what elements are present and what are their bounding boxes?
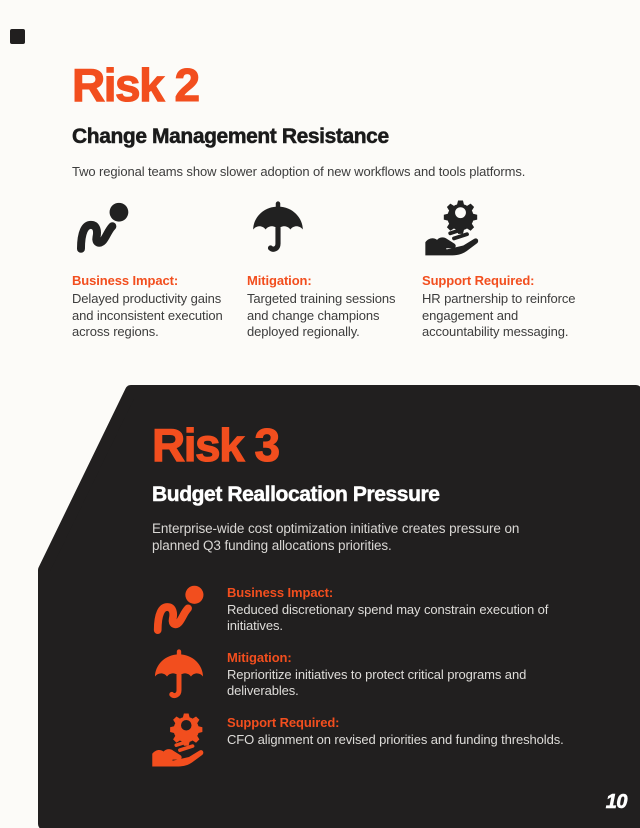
row-text: Reprioritize initiatives to protect crit…: [227, 667, 527, 699]
risk3-row-support-required: Support Required: CFO alignment on revis…: [150, 713, 590, 771]
risk3-row-business-impact: Business Impact: Reduced discretionary s…: [150, 583, 590, 641]
risk3-subtitle: Budget Reallocation Pressure: [152, 483, 440, 507]
column-label: Business Impact:: [72, 273, 179, 288]
hand-gear-icon: [422, 200, 484, 260]
row-label: Mitigation:: [227, 650, 292, 665]
column-text: Targeted training sessions and change ch…: [247, 291, 396, 339]
risk3-section: Risk 3 Budget Reallocation Pressure Ente…: [151, 419, 592, 555]
column-label: Support Required:: [422, 273, 535, 288]
umbrella-icon: [247, 200, 309, 260]
column-label: Mitigation:: [247, 273, 312, 288]
risk2-section: Risk 2 Change Management Resistance Two …: [71, 59, 594, 341]
risk3-row-mitigation: Mitigation: Reprioritize initiatives to …: [150, 648, 590, 706]
row-text: CFO alignment on revised priorities and …: [227, 732, 564, 747]
dark-panel-background: [38, 385, 640, 828]
page-number: 10: [605, 791, 627, 814]
row-text: Reduced discretionary spend may constrai…: [227, 602, 549, 634]
risk3-description: Enterprise-wide cost optimization initia…: [152, 521, 520, 554]
hand-gear-icon: [150, 713, 208, 771]
risk3-rows: Business Impact: Reduced discretionary s…: [150, 583, 590, 778]
risk2-title: Risk 2: [71, 59, 200, 111]
risk2-description: Two regional teams show slower adoption …: [72, 164, 526, 179]
column-text: Delayed productivity gains and inconsist…: [72, 291, 223, 339]
trend-chart-icon: [72, 200, 134, 260]
column-text: HR partnership to reinforce engagement a…: [422, 291, 576, 339]
risk2-subtitle: Change Management Resistance: [72, 125, 390, 149]
risk2-column-mitigation: Mitigation: Targeted training sessions a…: [247, 200, 403, 341]
row-label: Business Impact:: [227, 585, 334, 600]
trend-chart-icon: [150, 583, 208, 641]
risk2-column-business-impact: Business Impact: Delayed productivity ga…: [72, 200, 228, 341]
row-label: Support Required:: [227, 715, 340, 730]
risk2-columns: Business Impact: Delayed productivity ga…: [72, 200, 594, 341]
umbrella-icon: [150, 648, 208, 706]
risk3-title: Risk 3: [151, 419, 280, 471]
risk2-column-support-required: Support Required: HR partnership to rein…: [422, 200, 578, 341]
corner-accent-square: [10, 29, 25, 44]
